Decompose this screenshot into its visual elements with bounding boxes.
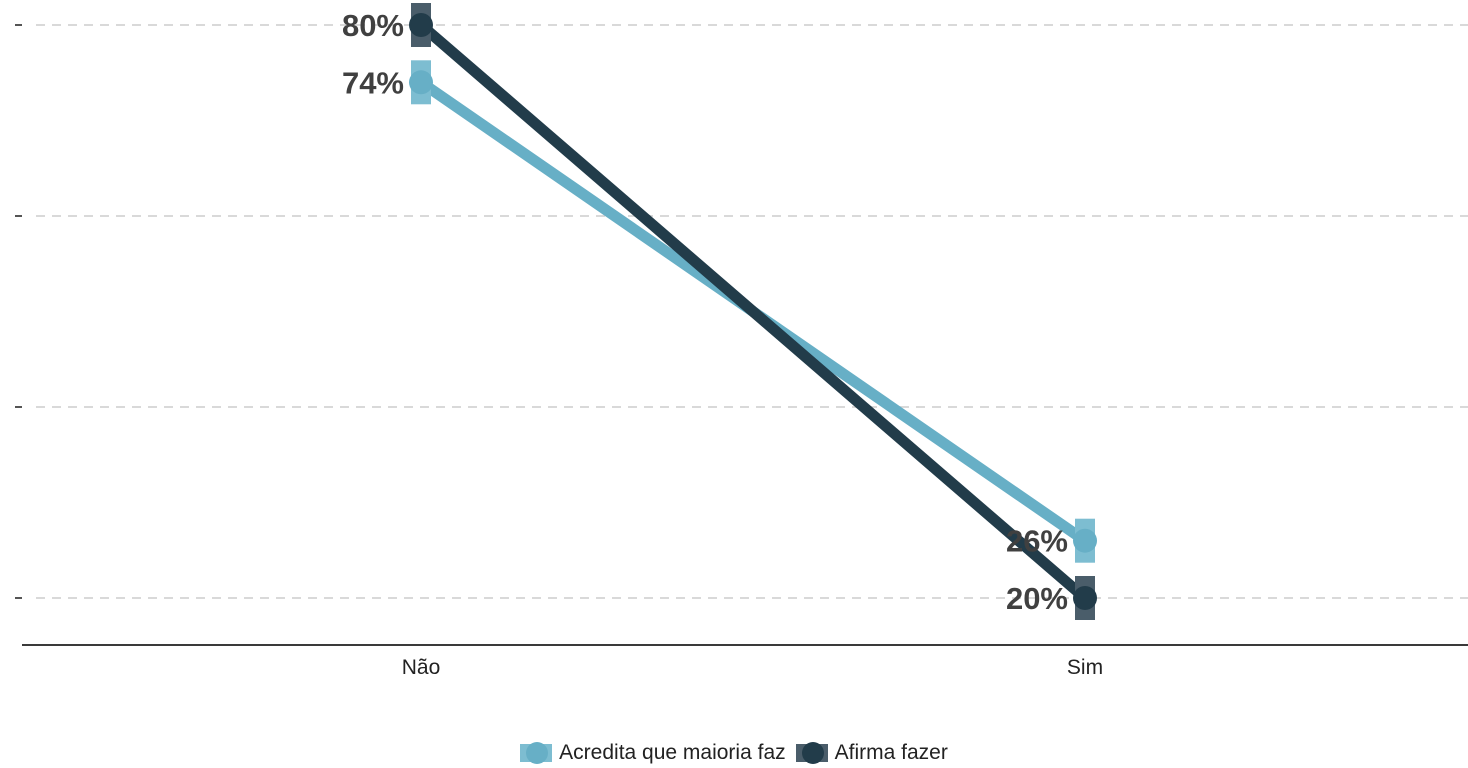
series-lines — [409, 3, 1097, 620]
legend-swatch-1 — [795, 742, 828, 764]
legend-item-0: Acredita que maioria faz — [520, 741, 786, 765]
x-tick-label: Sim — [1067, 656, 1103, 679]
data-label: 26% — [1006, 524, 1068, 559]
legend-label-0: Acredita que maioria faz — [559, 741, 786, 764]
gridlines — [15, 24, 1468, 599]
legend-item-1: Afirma fazer — [795, 741, 948, 765]
x-tick-label: Não — [402, 656, 441, 679]
data-point — [409, 70, 433, 95]
data-label: 80% — [342, 8, 404, 43]
x-axis-tick-labels: Não Sim — [402, 656, 1103, 679]
series-line — [415, 19, 1091, 604]
legend: Acredita que maioria faz Afirma fazer — [0, 738, 1468, 768]
data-point — [1073, 586, 1097, 610]
data-point — [1073, 528, 1097, 553]
data-label: 74% — [342, 65, 404, 100]
data-point — [409, 13, 433, 37]
legend-swatch-0 — [520, 742, 553, 764]
legend-label-1: Afirma fazer — [834, 741, 948, 764]
data-labels: 74% 26% 80% 20% — [342, 8, 1068, 616]
data-label: 20% — [1006, 581, 1068, 616]
